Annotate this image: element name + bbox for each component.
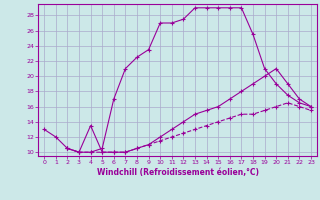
- X-axis label: Windchill (Refroidissement éolien,°C): Windchill (Refroidissement éolien,°C): [97, 168, 259, 177]
